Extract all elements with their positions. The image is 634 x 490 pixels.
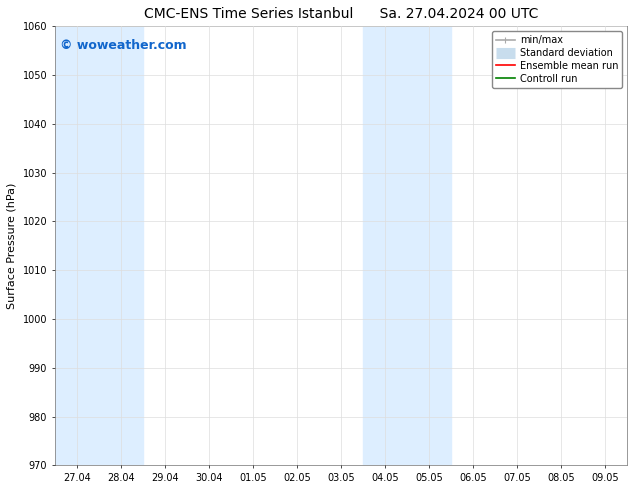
- Y-axis label: Surface Pressure (hPa): Surface Pressure (hPa): [7, 183, 17, 309]
- Bar: [363, 26, 407, 465]
- Bar: [407, 26, 451, 465]
- Text: © woweather.com: © woweather.com: [60, 40, 187, 52]
- Bar: [99, 26, 143, 465]
- Bar: [55, 26, 99, 465]
- Legend: min/max, Standard deviation, Ensemble mean run, Controll run: min/max, Standard deviation, Ensemble me…: [491, 31, 622, 88]
- Title: CMC-ENS Time Series Istanbul      Sa. 27.04.2024 00 UTC: CMC-ENS Time Series Istanbul Sa. 27.04.2…: [144, 7, 538, 21]
